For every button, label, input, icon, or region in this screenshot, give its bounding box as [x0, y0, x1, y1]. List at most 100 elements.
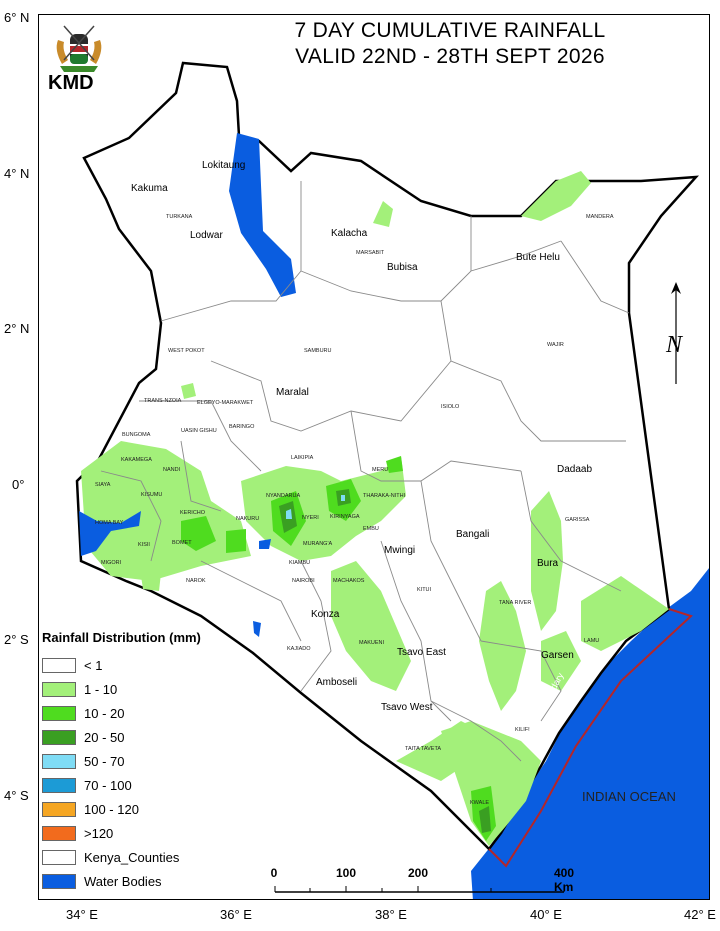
lon-tick-36e: 36° E	[220, 907, 252, 922]
ocean-label: INDIAN OCEAN	[582, 789, 676, 804]
title-line-1: 7 DAY CUMULATIVE RAINFALL	[294, 19, 606, 42]
town-label: Kakuma	[131, 183, 168, 194]
county-label: SIAYA	[95, 482, 111, 488]
legend-swatch	[42, 801, 76, 817]
town-label: Mwingi	[384, 545, 416, 556]
legend-label: 1 - 10	[84, 681, 118, 697]
town-label: Tsavo East	[397, 647, 446, 658]
legend-label: 50 - 70	[84, 753, 125, 769]
lon-tick-42e: 42° E	[684, 907, 716, 922]
county-label: KIAMBU	[289, 560, 311, 566]
north-arrow-icon: N	[665, 282, 684, 384]
legend-label: < 1	[84, 657, 103, 673]
water-bodies	[79, 133, 296, 637]
legend-swatch	[42, 657, 76, 673]
county-label: GARISSA	[565, 517, 590, 523]
legend-label: Kenya_Counties	[84, 849, 180, 865]
legend-item: 50 - 70	[42, 749, 242, 773]
town-label: Tsavo West	[381, 702, 433, 713]
county-label: LAMU	[584, 638, 600, 644]
scale-label-100: 100	[335, 866, 357, 880]
lat-tick-6n: 6° N	[4, 10, 30, 25]
county-label: MANDERA	[586, 214, 614, 220]
legend-item: Water Bodies	[42, 869, 242, 893]
legend-item: 1 - 10	[42, 677, 242, 701]
county-label: HOMA BAY	[95, 520, 124, 526]
town-label: Maralal	[276, 387, 309, 398]
town-label: Garsen	[541, 650, 574, 661]
lon-tick-34e: 34° E	[66, 907, 98, 922]
county-label: EMBU	[363, 526, 379, 532]
county-label: KAJIADO	[287, 646, 311, 652]
legend-item: Kenya_Counties	[42, 845, 242, 869]
county-label: TAITA TAVETA	[405, 746, 442, 752]
legend-item: 20 - 50	[42, 725, 242, 749]
legend-item: < 1	[42, 653, 242, 677]
county-label: MARSABIT	[356, 250, 385, 256]
county-label: KISUMU	[141, 492, 163, 498]
legend-label: 100 - 120	[84, 801, 139, 817]
lat-tick-4n: 4° N	[4, 166, 30, 181]
legend-label: 10 - 20	[84, 705, 125, 721]
lat-tick-2n: 2° N	[4, 321, 30, 336]
county-label: ISIOLO	[441, 404, 460, 410]
county-label: NYERI	[302, 515, 319, 521]
county-label: KITUI	[417, 587, 432, 593]
town-label: Bura	[537, 558, 559, 569]
legend-label: Water Bodies	[84, 873, 162, 889]
county-label: MERU	[372, 467, 389, 473]
kenya-map	[75, 61, 709, 899]
town-label: Bangali	[456, 529, 490, 540]
legend-items: < 1 1 - 10 10 - 20 20 - 50 50 - 70 70 - 100 10…	[42, 653, 242, 893]
county-label: TURKANA	[166, 214, 193, 220]
legend: Rainfall Distribution (mm) < 1 1 - 10 10 -…	[42, 630, 242, 893]
county-label: BUNGOMA	[122, 432, 151, 438]
scale-label-200: 200	[407, 866, 429, 880]
legend-title: Rainfall Distribution (mm)	[42, 630, 201, 645]
rain-50-70	[286, 495, 345, 519]
county-label: TRANS-NZOIA	[144, 398, 182, 404]
legend-swatch	[42, 705, 76, 721]
kmd-logo-text: KMD	[48, 72, 94, 94]
county-label: LAIKIPIA	[291, 455, 314, 461]
lon-tick-40e: 40° E	[530, 907, 562, 922]
county-label: KISII	[138, 542, 150, 548]
county-label: KWALE	[470, 800, 490, 806]
legend-item: >120	[42, 821, 242, 845]
lat-tick-0: 0°	[12, 477, 25, 492]
county-label: NANDI	[163, 467, 181, 473]
map-frame	[38, 14, 710, 900]
county-label: ELGEYO-MARAKWET	[197, 400, 254, 406]
legend-label: >120	[84, 825, 114, 841]
town-label: Bute Helu	[516, 252, 560, 263]
kenya-coat-of-arms-icon	[56, 25, 102, 72]
county-label: BOMET	[172, 540, 192, 546]
scale-bar-line	[274, 886, 565, 893]
legend-item: 70 - 100	[42, 773, 242, 797]
county-label: BARINGO	[229, 424, 255, 430]
town-label: Dadaab	[557, 464, 593, 475]
county-label: KERICHO	[180, 510, 206, 516]
legend-item: 10 - 20	[42, 701, 242, 725]
lat-tick-4s: 4° S	[4, 788, 29, 803]
town-label: Lodwar	[190, 230, 223, 241]
town-label: Amboseli	[316, 677, 358, 688]
legend-swatch	[42, 849, 76, 865]
title-line-2: VALID 22ND - 28TH SEPT 2026	[295, 45, 605, 68]
legend-swatch	[42, 777, 76, 793]
county-label: MIGORI	[101, 560, 122, 566]
legend-swatch	[42, 729, 76, 745]
svg-text:N: N	[665, 332, 684, 358]
county-label: UASIN GISHU	[181, 428, 217, 434]
lon-tick-38e: 38° E	[375, 907, 407, 922]
county-label: NAKURU	[236, 516, 260, 522]
county-label: KAKAMEGA	[121, 457, 152, 463]
legend-item: 100 - 120	[42, 797, 242, 821]
town-label: Kalacha	[331, 228, 368, 239]
county-label: MAKUENI	[359, 640, 385, 646]
town-label: Lokitaung	[202, 160, 246, 171]
county-label: MACHAKOS	[333, 578, 365, 584]
legend-label: 70 - 100	[84, 777, 132, 793]
county-label: NYANDARUA	[266, 493, 301, 499]
county-borders	[100, 181, 630, 762]
